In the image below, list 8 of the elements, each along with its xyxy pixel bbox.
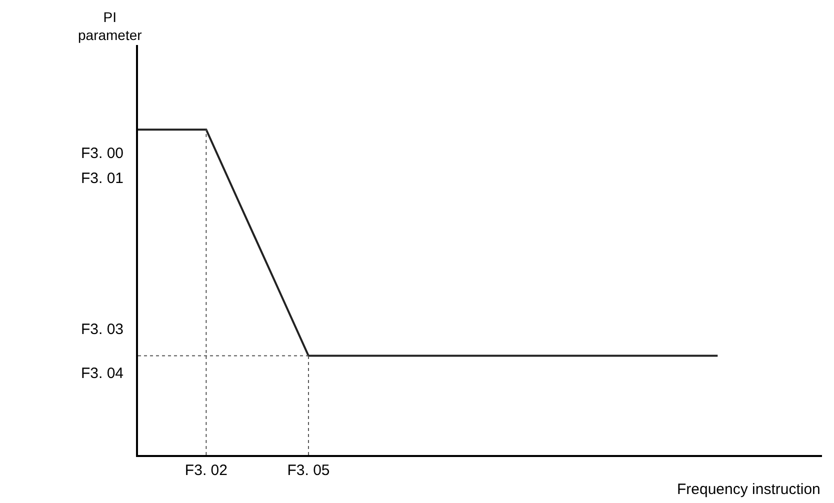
annotation: F3. 00: [81, 145, 124, 162]
annotation: F3. 03: [81, 321, 124, 338]
x-tick-label: F3. 02: [184, 462, 228, 479]
x-axis-title: Frequency instruction: [677, 481, 820, 498]
text: PI parameter: [78, 9, 142, 44]
x-tick-label: F3. 05: [287, 462, 330, 479]
annotation: F3. 01: [81, 170, 124, 187]
annotation: F3. 04: [81, 365, 124, 382]
